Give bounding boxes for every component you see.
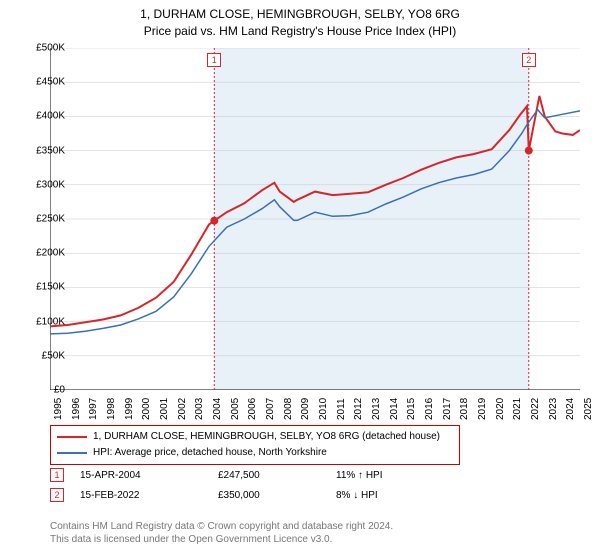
x-tick-label: 2001 [159, 398, 170, 420]
y-tick-label: £100K [5, 316, 65, 327]
event-date: 15-APR-2004 [80, 470, 210, 481]
x-tick-label: 1998 [106, 398, 117, 420]
x-tick-label: 2007 [265, 398, 276, 420]
x-tick-label: 2003 [194, 398, 205, 420]
y-tick-label: £300K [5, 179, 65, 190]
event-rows: 1 15-APR-2004 £247,500 11% ↑ HPI 2 15-FEB-202… [50, 468, 580, 508]
event-row-marker: 1 [50, 468, 64, 482]
x-tick-label: 2010 [318, 398, 329, 420]
y-tick-label: £500K [5, 43, 65, 54]
y-tick-label: £150K [5, 282, 65, 293]
footer-line2: This data is licensed under the Open Gov… [50, 533, 393, 546]
event-price: £247,500 [218, 470, 328, 481]
legend-label: 1, DURHAM CLOSE, HEMINGBROUGH, SELBY, YO… [93, 429, 440, 445]
x-tick-label: 2013 [371, 398, 382, 420]
plot-svg [50, 48, 580, 390]
x-tick-label: 2012 [353, 398, 364, 420]
plot-area [50, 48, 580, 390]
legend-swatch [57, 436, 87, 438]
x-tick-label: 2006 [247, 398, 258, 420]
x-tick-label: 2014 [389, 398, 400, 420]
x-tick-label: 1996 [71, 398, 82, 420]
y-tick-label: £400K [5, 111, 65, 122]
event-row-2: 2 15-FEB-2022 £350,000 8% ↓ HPI [50, 488, 580, 502]
event-marker-1: 1 [207, 53, 221, 67]
x-tick-label: 2023 [548, 398, 559, 420]
x-tick-label: 2017 [442, 398, 453, 420]
x-tick-label: 2022 [530, 398, 541, 420]
event-row-1: 1 15-APR-2004 £247,500 11% ↑ HPI [50, 468, 580, 482]
y-tick-label: £200K [5, 248, 65, 259]
chart-title-line1: 1, DURHAM CLOSE, HEMINGBROUGH, SELBY, YO… [8, 6, 592, 23]
x-tick-label: 2004 [212, 398, 223, 420]
x-tick-label: 1999 [124, 398, 135, 420]
x-tick-label: 2020 [495, 398, 506, 420]
event-row-marker: 2 [50, 488, 64, 502]
x-tick-label: 2005 [230, 398, 241, 420]
y-tick-label: £350K [5, 145, 65, 156]
x-tick-label: 2021 [512, 398, 523, 420]
legend-row: 1, DURHAM CLOSE, HEMINGBROUGH, SELBY, YO… [57, 429, 453, 445]
x-tick-label: 2008 [283, 398, 294, 420]
chart-title-block: 1, DURHAM CLOSE, HEMINGBROUGH, SELBY, YO… [0, 0, 600, 42]
y-tick-label: £250K [5, 214, 65, 225]
event-price: £350,000 [218, 490, 328, 501]
x-tick-label: 2019 [477, 398, 488, 420]
x-tick-label: 2024 [565, 398, 576, 420]
y-tick-label: £50K [5, 350, 65, 361]
y-tick-label: £0 [5, 385, 65, 396]
series-property [50, 96, 580, 327]
x-tick-label: 2015 [406, 398, 417, 420]
price-chart: 1, DURHAM CLOSE, HEMINGBROUGH, SELBY, YO… [0, 0, 600, 560]
x-tick-label: 1997 [88, 398, 99, 420]
legend-swatch [57, 452, 87, 454]
x-tick-label: 2011 [336, 398, 347, 420]
legend-row: HPI: Average price, detached house, Nort… [57, 445, 453, 461]
footer-line1: Contains HM Land Registry data © Crown c… [50, 520, 393, 533]
series-hpi [50, 110, 580, 334]
x-tick-label: 2002 [177, 398, 188, 420]
event-pct: 11% ↑ HPI [336, 470, 456, 481]
x-tick-label: 2025 [583, 398, 594, 420]
legend-box: 1, DURHAM CLOSE, HEMINGBROUGH, SELBY, YO… [50, 425, 460, 465]
y-tick-label: £450K [5, 77, 65, 88]
x-tick-label: 2000 [141, 398, 152, 420]
x-tick-label: 2009 [300, 398, 311, 420]
event-pct: 8% ↓ HPI [336, 490, 456, 501]
event-date: 15-FEB-2022 [80, 490, 210, 501]
footer-note: Contains HM Land Registry data © Crown c… [50, 520, 393, 546]
x-tick-label: 2016 [424, 398, 435, 420]
chart-title-line2: Price paid vs. HM Land Registry's House … [8, 23, 592, 40]
x-tick-label: 1995 [53, 398, 64, 420]
event-marker-2: 2 [522, 53, 536, 67]
x-tick-label: 2018 [459, 398, 470, 420]
legend-label: HPI: Average price, detached house, Nort… [93, 445, 327, 461]
